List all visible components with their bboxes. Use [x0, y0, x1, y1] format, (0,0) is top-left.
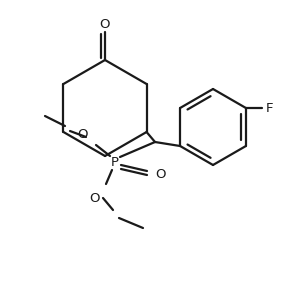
Text: O: O: [155, 168, 165, 180]
Text: O: O: [78, 128, 88, 140]
Text: O: O: [100, 17, 110, 30]
Text: F: F: [266, 102, 274, 115]
Text: P: P: [111, 155, 119, 168]
Text: O: O: [90, 191, 100, 204]
